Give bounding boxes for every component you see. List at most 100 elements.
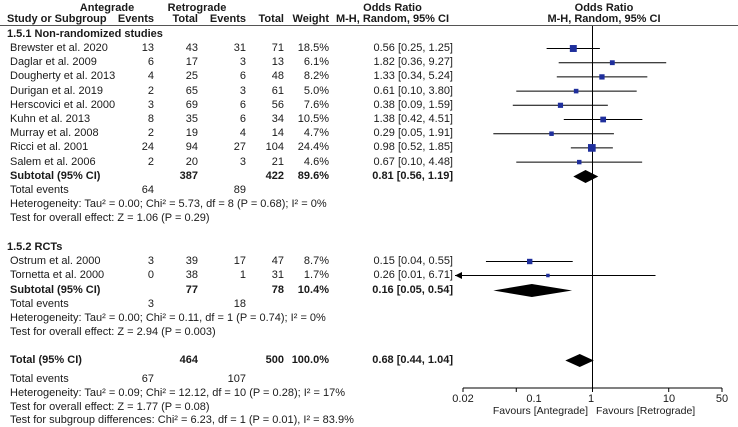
retro-events: 3 [239, 56, 246, 69]
odds-ratio-ci: 1.82 [0.36, 9.27] [373, 56, 453, 69]
odds-ratio-ci: 0.56 [0.25, 1.25] [373, 42, 453, 54]
study-name: Herscovici et al. 2000 [10, 98, 116, 111]
favours-left-label: Favours [Antegrade] [492, 405, 588, 417]
total-events-label: Total events [10, 184, 69, 196]
study-point [527, 258, 533, 265]
retro-total: 56 [271, 98, 284, 111]
ante-events-header: Events [117, 13, 154, 25]
overall-effect-text: Test for overall effect: Z = 1.06 (P = 0… [10, 212, 210, 224]
subtotal-weight: 89.6% [297, 170, 329, 182]
retro-total: 61 [271, 84, 284, 97]
retrograde-header: Retrograde [167, 2, 227, 14]
ante-events: 24 [141, 141, 154, 154]
pooled-diamond [573, 170, 599, 183]
subtotal-or: 0.81 [0.56, 1.19] [372, 170, 453, 182]
retro-total: 48 [271, 70, 284, 83]
retro-total: 31 [271, 269, 284, 281]
study-point [577, 159, 582, 165]
weight-value: 7.6% [303, 98, 329, 111]
ante-events: 2 [147, 127, 154, 140]
odds-ratio-ci: 0.67 [0.10, 4.48] [373, 155, 453, 168]
study-name: Brewster et al. 2020 [10, 42, 108, 54]
weight-value: 1.7% [303, 269, 329, 281]
study-point [546, 273, 550, 278]
subtotal-ante-total: 387 [179, 170, 198, 182]
retro-events: 3 [239, 155, 246, 168]
ante-total: 65 [185, 84, 198, 97]
study-name: Tornetta et al. 2000 [10, 269, 105, 281]
weight-value: 8.2% [303, 70, 329, 83]
weight-value: 8.7% [303, 255, 329, 267]
ante-total: 35 [185, 113, 198, 125]
ante-total: 43 [185, 42, 198, 54]
retro-events: 27 [233, 141, 246, 154]
or-method-right: M-H, Random, 95% CI [547, 13, 661, 25]
total-events-retro: 89 [233, 184, 246, 196]
retro-total: 13 [271, 56, 284, 69]
or-title-left: Odds Ratio [363, 2, 422, 14]
tick-label: 0.02 [452, 393, 474, 405]
ante-events: 8 [147, 113, 154, 125]
odds-ratio-ci: 0.29 [0.05, 1.91] [373, 127, 453, 140]
retro-events: 6 [239, 98, 246, 111]
total-ante-total: 464 [179, 354, 198, 366]
study-name: Murray et al. 2008 [10, 127, 99, 140]
overall-effect-text: Test for overall effect: Z = 1.77 (P = 0… [10, 401, 210, 413]
retro-events: 3 [239, 84, 246, 97]
odds-ratio-ci: 0.38 [0.09, 1.59] [373, 98, 453, 111]
total-events-retro: 18 [233, 298, 246, 310]
subtotal-retro-total: 78 [271, 284, 284, 296]
study-name: Daglar et al. 2009 [10, 56, 97, 69]
odds-ratio-ci: 0.26 [0.01, 6.71] [373, 269, 453, 281]
study-name: Durigan et al. 2019 [10, 84, 103, 97]
study-name: Kuhn et al. 2013 [10, 113, 91, 125]
subtotal-weight: 10.4% [297, 284, 329, 296]
section-title: 1.5.2 RCTs [7, 241, 63, 253]
total-events-label: Total events [10, 373, 69, 385]
odds-ratio-ci: 1.33 [0.34, 5.24] [373, 70, 453, 83]
ante-total: 17 [185, 56, 198, 69]
total-or: 0.68 [0.44, 1.04] [372, 354, 453, 366]
ante-total-header: Total [172, 13, 198, 25]
total-events-retro: 107 [227, 373, 246, 385]
study-header: Study or Subgroup [7, 13, 107, 25]
odds-ratio-ci: 1.38 [0.42, 4.51] [373, 113, 453, 125]
ante-events: 4 [147, 70, 154, 83]
total-events-label: Total events [10, 298, 69, 310]
section-title: 1.5.1 Non-randomized studies [7, 28, 163, 40]
retro-total: 21 [271, 155, 284, 168]
odds-ratio-ci: 0.98 [0.52, 1.85] [373, 141, 453, 154]
total-events-ante: 64 [141, 184, 154, 196]
study-point [557, 102, 564, 108]
total-events-ante: 3 [147, 298, 154, 310]
study-point [587, 144, 596, 152]
ante-events: 3 [147, 255, 154, 267]
weight-value: 4.6% [303, 155, 329, 168]
subtotal-label: Subtotal (95% CI) [10, 284, 101, 296]
ante-total: 25 [185, 70, 198, 83]
favours-right-label: Favours [Retrograde] [596, 405, 696, 417]
tick-label: 10 [662, 393, 676, 405]
pooled-diamond [565, 354, 594, 367]
retro-total: 34 [271, 113, 284, 125]
or-method-left: M-H, Random, 95% CI [335, 13, 450, 25]
subgroup-differences-text: Test for subgroup differences: Chi² = 6.… [10, 414, 354, 426]
weight-value: 5.0% [303, 84, 329, 97]
retro-total: 47 [271, 255, 284, 267]
study-point [609, 60, 615, 66]
ante-total: 69 [185, 98, 198, 111]
retro-events: 6 [239, 113, 246, 125]
ante-total: 39 [185, 255, 198, 267]
ante-total: 38 [185, 269, 198, 281]
overall-effect-text: Test for overall effect: Z = 2.94 (P = 0… [10, 326, 216, 338]
weight-value: 10.5% [297, 113, 329, 125]
odds-ratio-ci: 0.15 [0.04, 0.55] [373, 255, 453, 267]
ante-events: 2 [147, 84, 154, 97]
ante-events: 2 [147, 155, 154, 168]
subtotal-ante-total: 77 [185, 284, 198, 296]
ante-events: 0 [147, 269, 154, 281]
ci-arrow [455, 272, 462, 279]
weight-value: 24.4% [297, 141, 329, 154]
ante-total: 20 [185, 155, 198, 168]
